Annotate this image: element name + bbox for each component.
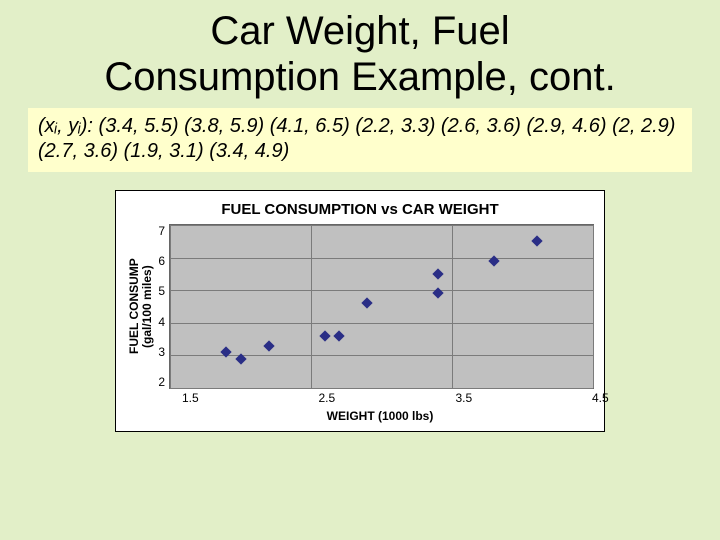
gridline-horizontal (170, 258, 593, 259)
data-points-box: (xᵢ, yᵢ): (3.4, 5.5) (3.8, 5.9) (4.1, 6.… (28, 108, 692, 172)
gridline-horizontal (170, 355, 593, 356)
data-points-text: (3.4, 5.5) (3.8, 5.9) (4.1, 6.5) (2.2, 3… (38, 115, 675, 162)
gridline-horizontal (170, 323, 593, 324)
scatter-chart: FUEL CONSUMPTION vs CAR WEIGHT FUEL CONS… (115, 190, 605, 432)
plot-area (169, 224, 594, 389)
chart-title: FUEL CONSUMPTION vs CAR WEIGHT (126, 201, 594, 218)
data-point (334, 330, 345, 341)
data-point (531, 236, 542, 247)
data-point (432, 268, 443, 279)
x-tick-label: 1.5 (182, 391, 183, 405)
gridline-vertical (311, 225, 312, 388)
x-axis-ticks: 1.5 2.5 3.5 4.5 (182, 389, 594, 405)
data-point (362, 298, 373, 309)
gridline-vertical (593, 225, 594, 388)
y-tick-label: 7 (158, 224, 165, 238)
slide-title: Car Weight, Fuel Consumption Example, co… (0, 0, 720, 104)
y-tick-label: 2 (158, 375, 165, 389)
y-tick-label: 5 (158, 284, 165, 298)
y-tick-label: 4 (158, 315, 165, 329)
data-points-label: (xᵢ, yᵢ): (38, 115, 99, 137)
title-line1: Car Weight, Fuel (210, 9, 509, 53)
y-axis-ticks: 7 6 5 4 3 2 (156, 224, 169, 389)
gridline-horizontal (170, 388, 593, 389)
data-point (319, 330, 330, 341)
gridline-vertical (170, 225, 171, 388)
title-line2: Consumption Example, cont. (104, 55, 615, 99)
x-tick-label: 3.5 (456, 391, 457, 405)
gridline-horizontal (170, 290, 593, 291)
y-axis-label: FUEL CONSUMP (gal/100 miles) (126, 224, 156, 389)
gridline-horizontal (170, 225, 593, 226)
gridline-vertical (452, 225, 453, 388)
chart-body: FUEL CONSUMP (gal/100 miles) 7 6 5 4 3 2 (126, 224, 594, 389)
y-tick-label: 3 (158, 345, 165, 359)
data-point (263, 340, 274, 351)
x-tick-label: 4.5 (592, 391, 593, 405)
y-tick-label: 6 (158, 254, 165, 268)
x-axis-label: WEIGHT (1000 lbs) (166, 409, 594, 423)
x-tick-label: 2.5 (319, 391, 320, 405)
